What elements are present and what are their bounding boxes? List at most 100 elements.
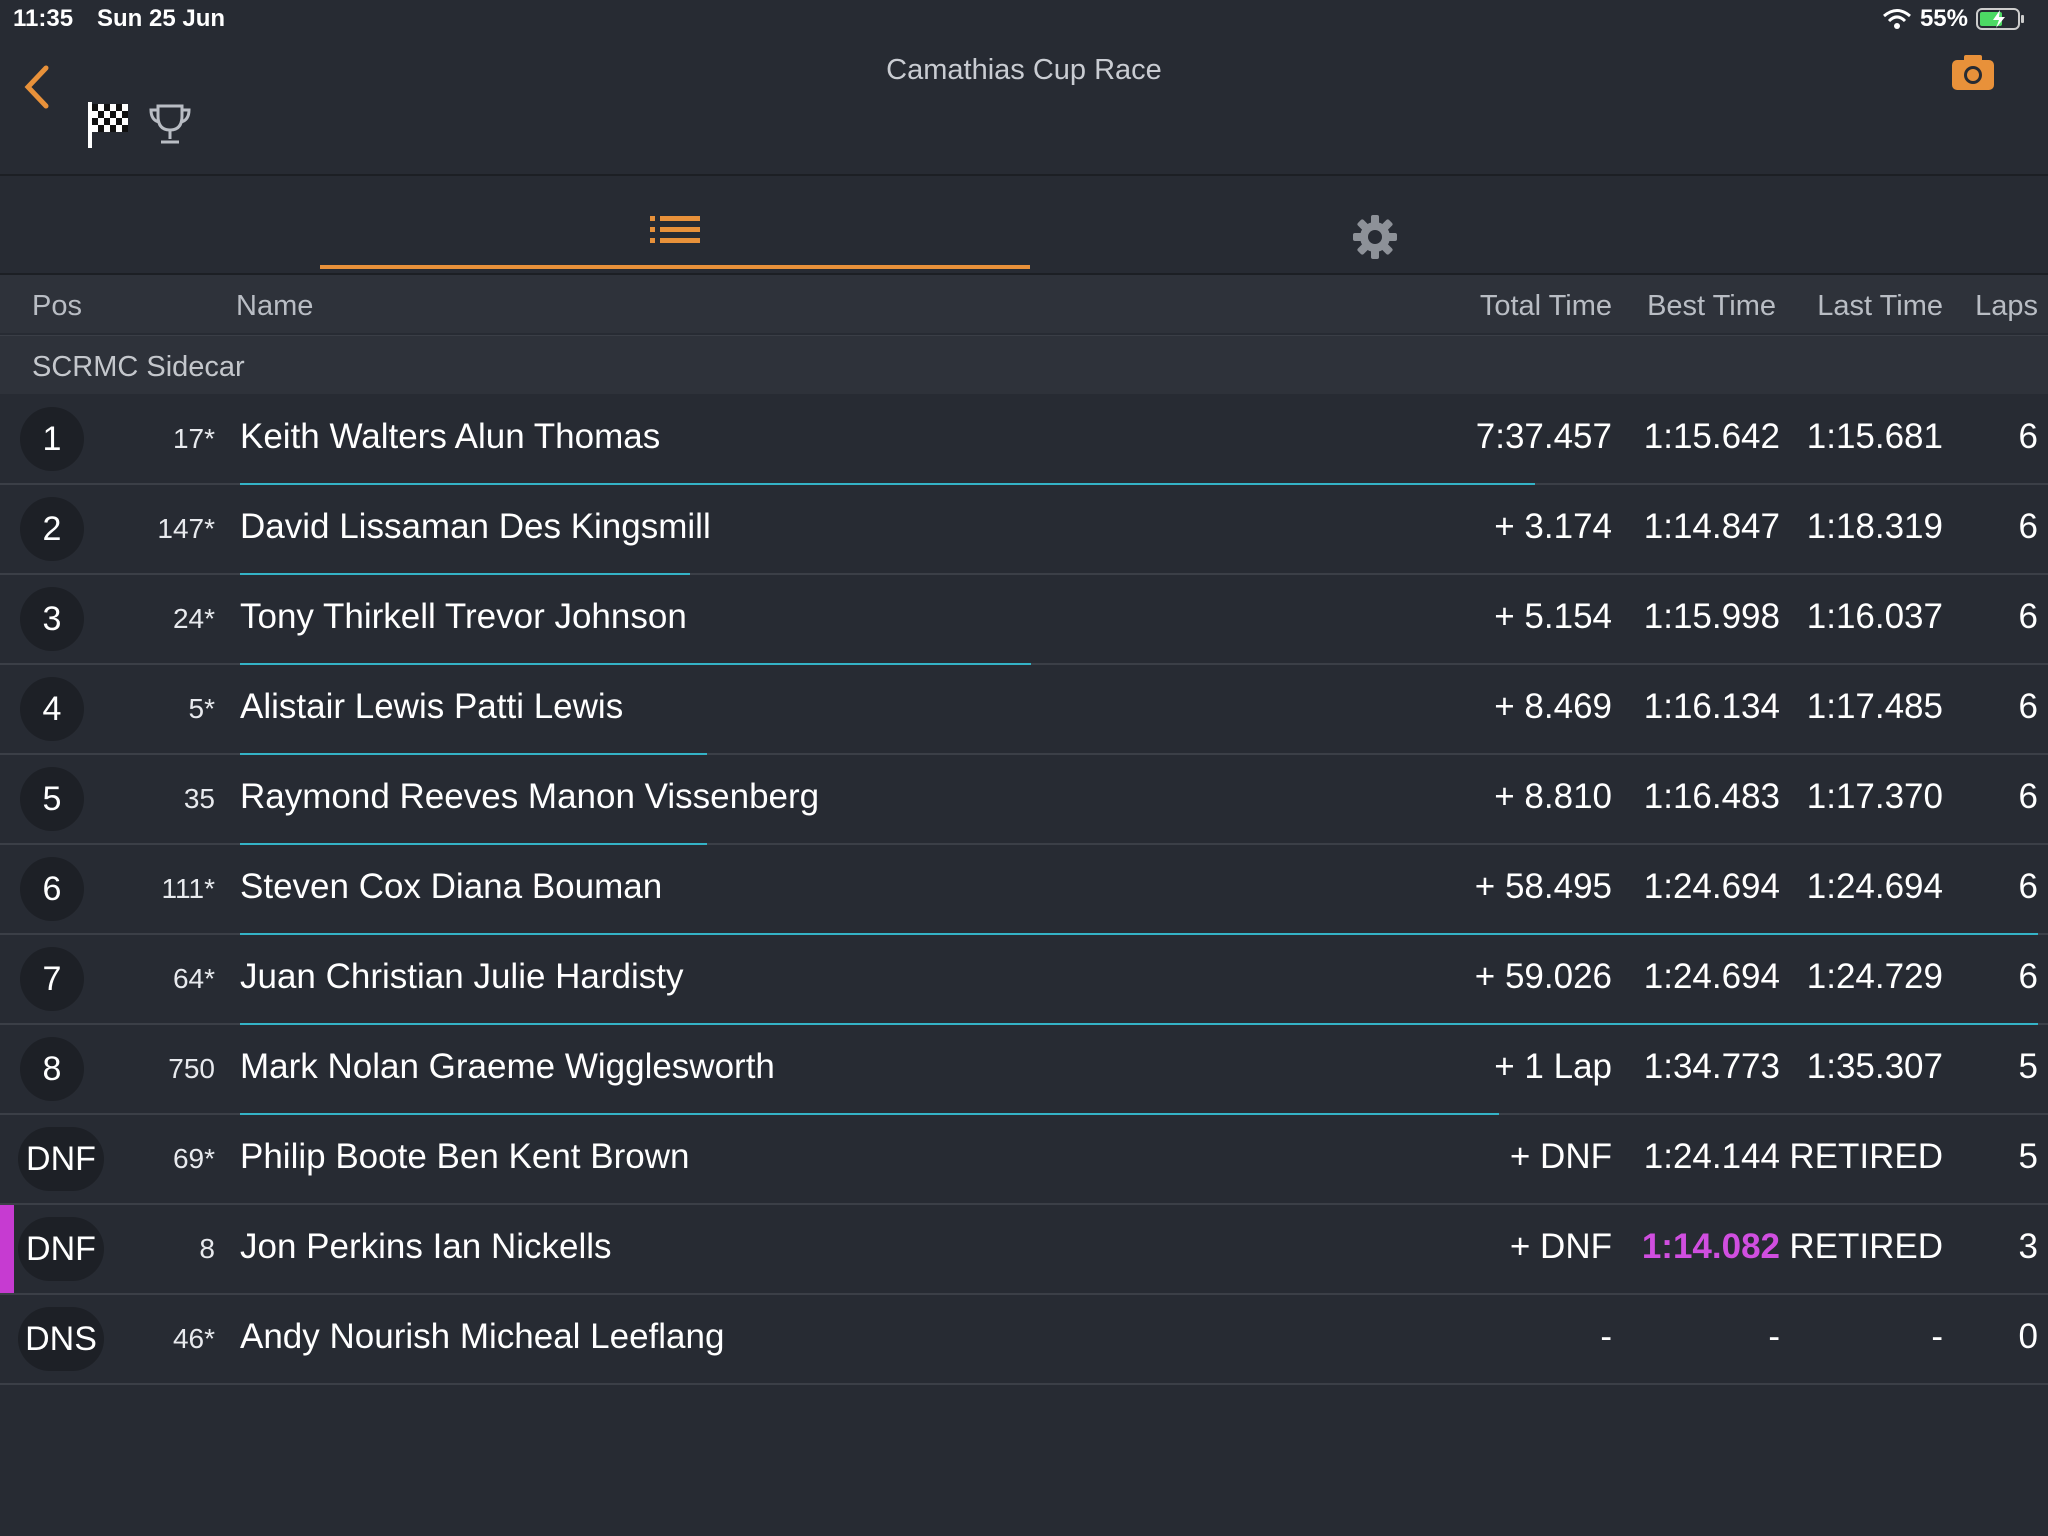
class-group-header: SCRMC Sidecar — [0, 335, 2048, 394]
best-time: 1:24.694 — [1643, 867, 1780, 906]
tab-settings[interactable] — [1030, 176, 1720, 271]
total-time: + DNF — [1509, 1137, 1612, 1176]
total-time: + 8.469 — [1494, 687, 1612, 726]
table-row[interactable]: 4 5* Alistair Lewis Patti Lewis + 8.469 1:16… — [0, 665, 2048, 755]
progress-bar — [240, 663, 1031, 665]
laps-count: 6 — [2018, 417, 2038, 456]
last-time: 1:35.307 — [1806, 1047, 1943, 1086]
col-pos[interactable]: Pos — [32, 290, 82, 322]
col-best-time[interactable]: Best Time — [1647, 290, 1776, 322]
table-row[interactable]: DNF 69* Philip Boote Ben Kent Brown + DNF 1:… — [0, 1115, 2048, 1205]
table-row[interactable]: 2 147* David Lissaman Des Kingsmill + 3.174… — [0, 485, 2048, 575]
best-time: 1:24.144 — [1643, 1137, 1780, 1176]
camera-icon — [1952, 55, 1994, 90]
rider-names: Keith Walters Alun Thomas — [240, 417, 661, 456]
active-tab-indicator — [320, 265, 1030, 269]
progress-bar — [240, 933, 2038, 935]
best-time: 1:24.694 — [1643, 957, 1780, 996]
col-laps[interactable]: Laps — [1975, 290, 2038, 322]
battery-percent: 55% — [1919, 5, 1968, 32]
laps-count: 5 — [2018, 1047, 2038, 1086]
header: Camathias Cup Race — [0, 40, 2048, 176]
laps-count: 6 — [2018, 777, 2038, 816]
race-number: 111* — [161, 873, 215, 904]
results-table: 1 17* Keith Walters Alun Thomas 7:37.457 1:1… — [0, 395, 2048, 1385]
position-badge: 4 — [20, 677, 84, 741]
race-number: 147* — [157, 513, 215, 544]
race-number: 64* — [172, 963, 215, 994]
position-badge: DNS — [18, 1307, 104, 1371]
best-time: 1:16.134 — [1643, 687, 1780, 726]
race-number: 46* — [172, 1323, 215, 1354]
total-time: + 5.154 — [1494, 597, 1612, 636]
last-time: 1:24.694 — [1806, 867, 1943, 906]
page-title: Camathias Cup Race — [886, 54, 1162, 86]
race-number: 750 — [168, 1053, 215, 1084]
last-time: RETIRED — [1789, 1227, 1943, 1266]
list-icon — [650, 216, 700, 243]
table-row[interactable]: 5 35 Raymond Reeves Manon Vissenberg + 8.81… — [0, 755, 2048, 845]
race-number: 5* — [188, 693, 215, 724]
best-time: 1:15.998 — [1643, 597, 1780, 636]
table-row[interactable]: 3 24* Tony Thirkell Trevor Johnson + 5.154 1… — [0, 575, 2048, 665]
best-time: - — [1768, 1317, 1780, 1356]
race-number: 17* — [172, 423, 215, 454]
rider-names: Raymond Reeves Manon Vissenberg — [240, 777, 820, 816]
total-time: + 3.174 — [1494, 507, 1612, 546]
col-total-time[interactable]: Total Time — [1479, 290, 1612, 322]
rider-names: Andy Nourish Micheal Leeflang — [240, 1317, 725, 1356]
table-row[interactable]: 6 111* Steven Cox Diana Bouman + 58.495 1:24… — [0, 845, 2048, 935]
table-row[interactable]: 8 750 Mark Nolan Graeme Wigglesworth + 1 La… — [0, 1025, 2048, 1115]
back-button[interactable] — [18, 62, 58, 112]
laps-count: 6 — [2018, 597, 2038, 636]
laps-count: 3 — [2018, 1227, 2038, 1266]
table-row[interactable]: DNF 8 Jon Perkins Ian Nickells + DNF 1:14.08… — [0, 1205, 2048, 1295]
rider-names: David Lissaman Des Kingsmill — [240, 507, 711, 546]
rider-names: Philip Boote Ben Kent Brown — [240, 1137, 690, 1176]
best-time: 1:14.847 — [1643, 507, 1780, 546]
progress-bar — [240, 843, 707, 845]
total-time: - — [1600, 1317, 1612, 1356]
trophy-icon[interactable] — [148, 102, 192, 146]
progress-bar — [240, 573, 690, 575]
tab-bar — [0, 176, 2048, 275]
total-time: + DNF — [1509, 1227, 1612, 1266]
position-badge: DNF — [18, 1217, 104, 1281]
race-number: 35 — [183, 783, 215, 814]
total-time: + 58.495 — [1474, 867, 1612, 906]
laps-count: 6 — [2018, 687, 2038, 726]
table-row[interactable]: 1 17* Keith Walters Alun Thomas 7:37.457 1:1… — [0, 395, 2048, 485]
last-time: 1:17.485 — [1806, 687, 1943, 726]
position-badge: 1 — [20, 407, 84, 471]
rider-names: Alistair Lewis Patti Lewis — [240, 687, 624, 726]
best-time: 1:14.082 — [1641, 1227, 1780, 1266]
race-number: 69* — [172, 1143, 215, 1174]
progress-bar — [240, 1023, 2038, 1025]
laps-count: 6 — [2018, 867, 2038, 906]
race-number: 8 — [199, 1233, 215, 1264]
position-badge: 3 — [20, 587, 84, 651]
chevron-left-icon — [24, 65, 49, 109]
col-name[interactable]: Name — [236, 290, 314, 322]
total-time: + 1 Lap — [1494, 1047, 1612, 1086]
best-time: 1:15.642 — [1643, 417, 1780, 456]
position-badge: 7 — [20, 947, 84, 1011]
table-row[interactable]: DNS 46* Andy Nourish Micheal Leeflang - - - 0 — [0, 1295, 2048, 1385]
progress-bar — [240, 753, 707, 755]
progress-bar — [240, 1113, 1499, 1115]
last-time: 1:17.370 — [1806, 777, 1943, 816]
tab-results[interactable] — [320, 176, 1030, 271]
col-last-time[interactable]: Last Time — [1817, 290, 1943, 322]
position-badge: 5 — [20, 767, 84, 831]
status-bar: 11:35 Sun 25 Jun 55% — [0, 0, 2048, 40]
race-number: 24* — [172, 603, 215, 634]
camera-button[interactable] — [1950, 52, 1996, 92]
last-time: 1:16.037 — [1806, 597, 1943, 636]
total-time: + 59.026 — [1474, 957, 1612, 996]
status-date: Sun 25 Jun — [97, 5, 226, 32]
table-row[interactable]: 7 64* Juan Christian Julie Hardisty + 59.02… — [0, 935, 2048, 1025]
rider-names: Steven Cox Diana Bouman — [240, 867, 663, 906]
checkered-flag-icon[interactable] — [86, 100, 130, 150]
rider-names: Mark Nolan Graeme Wigglesworth — [240, 1047, 775, 1086]
laps-count: 5 — [2018, 1137, 2038, 1176]
